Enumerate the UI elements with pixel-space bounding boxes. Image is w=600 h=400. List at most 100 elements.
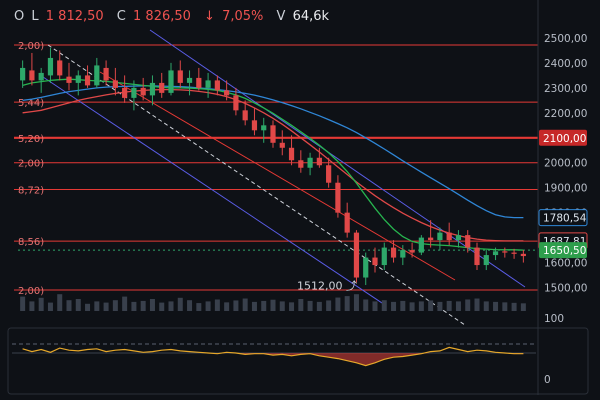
volume-bar	[149, 299, 155, 311]
candle-body	[502, 251, 508, 253]
volume-bar	[353, 294, 359, 311]
volume-bar	[391, 301, 397, 311]
volume-bar	[251, 301, 257, 311]
volume-axis-label: 100	[544, 313, 564, 325]
volume-bar	[66, 300, 72, 311]
candle-body	[140, 87, 146, 96]
candle-body	[196, 77, 202, 88]
volume-bar	[75, 299, 81, 311]
candle-body	[131, 87, 137, 98]
candle-body	[38, 72, 44, 81]
price-tag-label: 1780,54	[543, 213, 587, 225]
candle-body	[168, 70, 174, 93]
volume-bar	[363, 299, 369, 311]
volume-bar	[335, 297, 341, 311]
volume-bar	[520, 303, 526, 311]
candle-body	[390, 247, 397, 258]
ma-blue-line	[22, 85, 524, 219]
ohlc-legend: O L 1 812,50 C 1 826,50 ↓ 7,05% V 64,6k	[14, 9, 338, 24]
candle-body	[344, 212, 350, 233]
candle-body	[326, 165, 332, 183]
candle-body	[94, 65, 100, 86]
candle-body	[122, 87, 128, 98]
volume-bar	[437, 301, 443, 311]
y-tick-label: 2300,00	[544, 83, 587, 95]
candle-body	[353, 232, 360, 278]
oscillator-axis-label: 0	[544, 374, 551, 386]
channel-line-red	[99, 71, 456, 281]
volume-bar	[85, 303, 91, 311]
volume-bar	[289, 302, 295, 311]
volume-bar	[344, 296, 350, 311]
candle-body	[159, 82, 165, 93]
candle-body	[177, 70, 183, 83]
volume-bar	[205, 301, 211, 311]
volume-value: 64,6k	[292, 9, 330, 24]
y-tick-label: 2500,00	[544, 33, 587, 45]
volume-bar	[465, 299, 471, 311]
price-tag-box	[538, 209, 588, 227]
candle-body	[335, 182, 341, 213]
candle-body	[288, 147, 295, 161]
volume-bar	[131, 301, 137, 311]
volume-bar	[112, 300, 118, 311]
candle-body	[251, 120, 258, 131]
candlesticks	[20, 47, 526, 286]
candle-body	[84, 75, 91, 86]
volume-bar	[242, 298, 248, 311]
y-tick-label: 2200,00	[544, 108, 587, 120]
volume-bar	[418, 301, 424, 311]
oscillator-negative-area	[22, 353, 524, 366]
volume-bar	[233, 300, 239, 311]
volume-bar	[224, 302, 230, 311]
candle-body	[112, 80, 118, 88]
level-label-2: 5,20)	[18, 134, 44, 145]
volume-bar	[159, 302, 165, 311]
volume-bar	[177, 297, 183, 311]
volume-bar	[38, 297, 44, 311]
candle-body	[474, 247, 480, 266]
volume-bar	[279, 301, 285, 311]
candle-body	[57, 60, 63, 76]
candle-body	[307, 157, 313, 168]
oscillator-frame	[7, 327, 589, 395]
volume-bar	[270, 299, 276, 311]
candle-body	[298, 160, 304, 168]
volume-key: V	[276, 9, 286, 24]
volume-bar	[446, 300, 452, 311]
volume-bar	[372, 301, 378, 311]
y-tick-label: 1500,00	[544, 283, 587, 295]
candle-body	[186, 77, 193, 83]
volume-bar	[122, 296, 128, 311]
change-percent: 7,05%	[222, 9, 264, 24]
candle-body	[270, 125, 276, 143]
oscillator-panel: 0	[7, 327, 589, 395]
price-tag-label: 1650,50	[543, 245, 586, 257]
close-key: C	[116, 9, 126, 24]
channel-line-lower	[39, 74, 386, 306]
level-label-5: 8,56)	[18, 237, 44, 248]
price-tag-box	[539, 129, 587, 146]
trend-channels	[39, 29, 526, 326]
price-axis: 2500,00 2400,00 2300,00 2200,00 2100,00 2000,…	[537, 0, 588, 395]
volume-bar	[483, 301, 489, 311]
down-arrow-icon: ↓	[204, 9, 215, 24]
volume-bar	[428, 300, 434, 311]
volume-bar	[409, 302, 415, 311]
volume-bar	[326, 300, 332, 311]
volume-bar	[400, 300, 406, 311]
volume-bar	[29, 301, 35, 311]
candle-body	[224, 90, 230, 96]
volume-bar	[455, 301, 461, 311]
volume-bar	[381, 300, 387, 311]
candle-body	[483, 255, 489, 266]
candle-body	[29, 70, 35, 81]
level-label-3: 2,00)	[18, 159, 44, 170]
candle-body	[520, 253, 526, 257]
volume-bar	[103, 302, 109, 311]
price-tag-label: 2100,00	[543, 133, 586, 145]
volume-bar	[511, 302, 517, 311]
volume-bar	[502, 302, 508, 311]
candle-body	[242, 110, 248, 121]
